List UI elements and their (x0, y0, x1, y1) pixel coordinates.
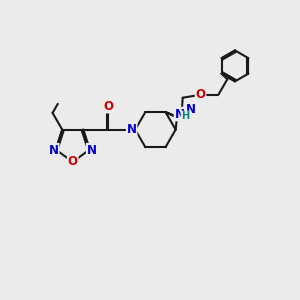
Text: N: N (186, 103, 196, 116)
Text: O: O (196, 88, 206, 101)
Text: N: N (87, 144, 97, 157)
Text: N: N (175, 107, 184, 121)
Text: O: O (68, 155, 78, 168)
Text: N: N (49, 144, 59, 157)
Text: H: H (182, 111, 190, 122)
Text: N: N (127, 123, 137, 136)
Text: O: O (103, 100, 113, 112)
